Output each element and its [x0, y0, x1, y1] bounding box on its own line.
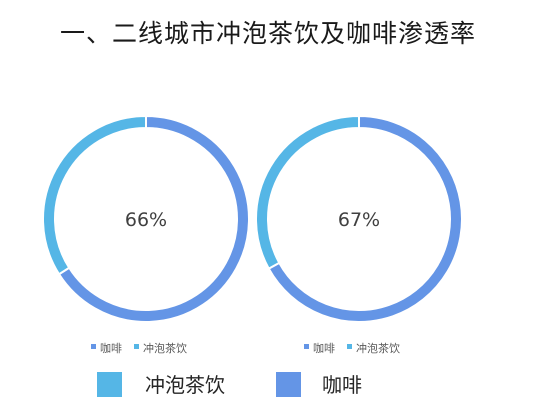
bottom-legend-swatch-tea [97, 372, 122, 397]
bottom-legend: 冲泡茶饮 咖啡 [97, 372, 362, 397]
donut-slice-tea [42, 114, 147, 276]
legend-marker-tea [347, 344, 352, 349]
legend-label-tea: 冲泡茶饮 [143, 341, 187, 355]
legend-marker-tea [134, 344, 139, 349]
bottom-legend-label-tea: 冲泡茶饮 [145, 373, 225, 397]
donut-chart-2: 67% 咖啡 冲泡茶饮 [255, 114, 463, 355]
donut-center-value: 66% [125, 209, 167, 231]
legend-marker-coffee [304, 344, 309, 349]
bottom-legend-label-coffee: 咖啡 [322, 373, 362, 397]
legend-marker-coffee [91, 344, 96, 349]
bottom-legend-swatch-coffee [276, 372, 301, 397]
legend-label-tea: 冲泡茶饮 [356, 341, 400, 355]
donut-chart-1: 66% 咖啡 冲泡茶饮 [42, 114, 250, 355]
donut-inner-edge [55, 128, 237, 310]
chart-title: 一、二线城市冲泡茶饮及咖啡渗透率 [59, 19, 476, 48]
legend-label-coffee: 咖啡 [313, 341, 335, 355]
legend-label-coffee: 咖啡 [100, 341, 122, 355]
donut-slice-tea [255, 114, 360, 270]
donut-inner-edge [268, 128, 450, 310]
donut-center-value: 67% [338, 209, 380, 231]
